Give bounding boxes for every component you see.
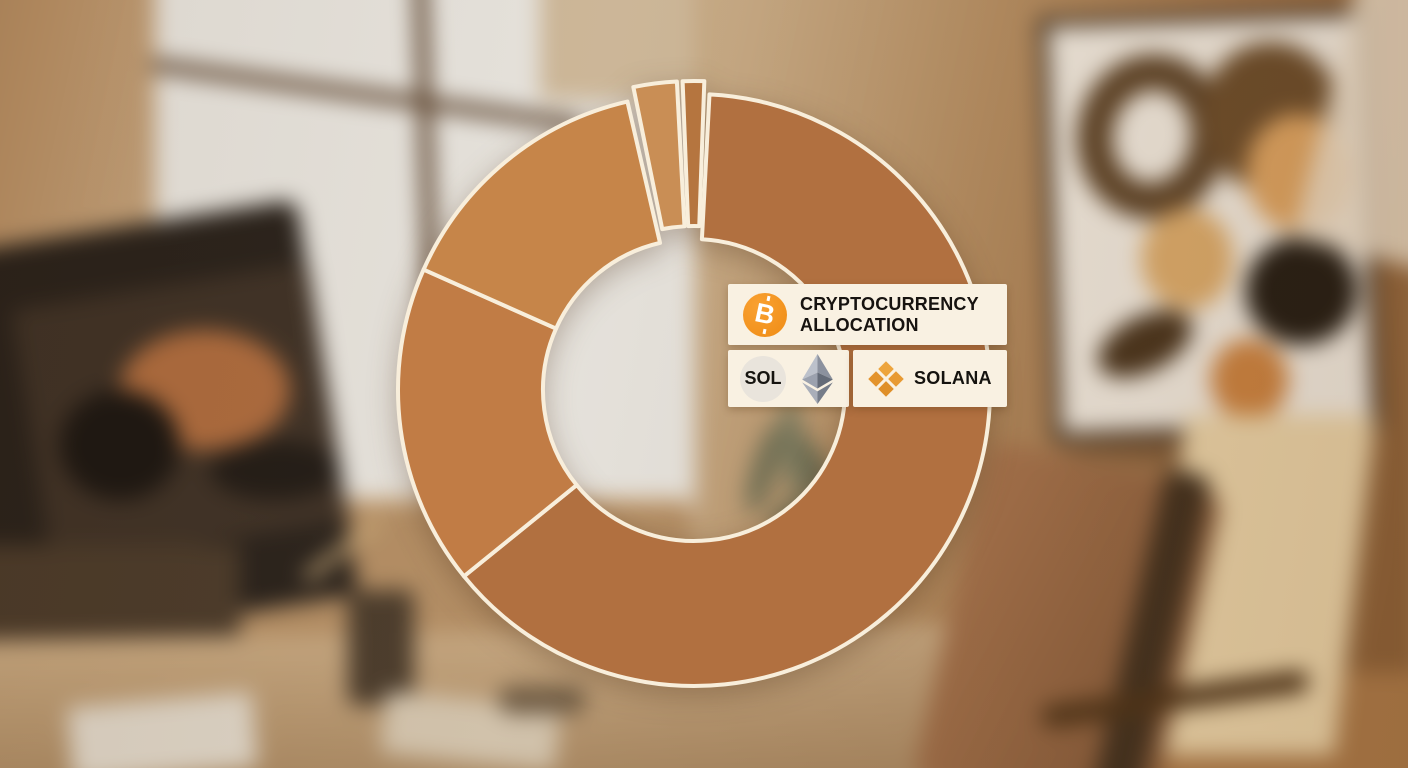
monitor-screen-art [60, 390, 180, 500]
pen-holder [348, 590, 414, 705]
bitcoin-b-glyph: B [752, 297, 778, 331]
chart-title-line2: ALLOCATION [800, 314, 919, 335]
sol-chip: SOL [740, 355, 786, 402]
monitor-screen-art [210, 440, 340, 500]
chart-title: CRYPTOCURRENCY ALLOCATION [800, 294, 979, 336]
solana-legend-label: SOLANA [914, 368, 992, 388]
chart-title-card: B CRYPTOCURRENCY ALLOCATION [728, 284, 1007, 345]
legend-card-left: SOL [728, 350, 849, 407]
bitcoin-tick [762, 328, 767, 334]
donut-segment-left-segment [396, 267, 579, 579]
mouse [498, 686, 586, 714]
sol-chip-label: SOL [744, 368, 782, 388]
legend-card-right: SOLANA [853, 350, 1007, 407]
ethereum-icon [802, 353, 833, 404]
donut-segment-upper-left-segment [421, 99, 663, 331]
chart-title-line1: CRYPTOCURRENCY [800, 293, 979, 314]
donut-segment-thin-slice-1 [631, 79, 687, 232]
solana-icon [868, 360, 904, 397]
bitcoin-icon: B [743, 292, 787, 337]
donut-segment-thin-slice-2 [680, 79, 707, 229]
